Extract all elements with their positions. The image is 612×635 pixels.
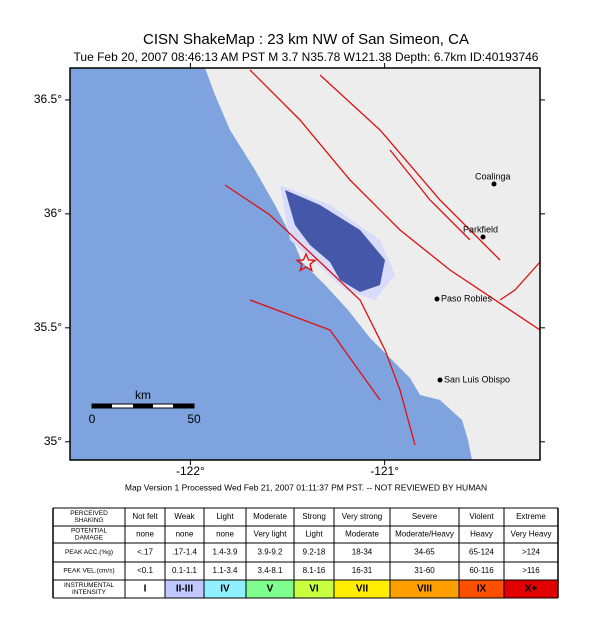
lat-label: 36° <box>44 206 62 220</box>
intensity-label: II-III <box>176 584 193 595</box>
scale-title: km <box>135 388 151 402</box>
intensity-swatch <box>125 580 165 598</box>
note: Map Version 1 Processed Wed Feb 21, 2007… <box>125 482 487 492</box>
cell: none <box>176 530 194 539</box>
row-label: PEAK ACC.(%g) <box>65 549 113 556</box>
cell: Very Heavy <box>511 530 552 539</box>
cell: Moderate <box>345 530 379 539</box>
cell: Very strong <box>342 512 382 521</box>
cell: none <box>216 530 234 539</box>
cell: Weak <box>174 512 195 521</box>
cell: Very light <box>254 530 288 539</box>
city-dot <box>437 377 443 383</box>
cell: 3.4-8.1 <box>258 566 283 575</box>
intensity-label: V <box>267 584 274 595</box>
cell: 60-116 <box>469 566 494 575</box>
city-dot <box>480 234 486 240</box>
intensity-swatch <box>165 580 204 598</box>
epicenter <box>295 252 317 273</box>
lon-label: -121° <box>370 464 399 478</box>
map: km 0 50 <box>69 67 541 461</box>
row-label: POTENTIAL <box>71 528 108 535</box>
intensity-label: VII <box>356 584 368 595</box>
intensity-label: VI <box>309 584 319 595</box>
cell: Moderate <box>253 512 287 521</box>
scale-start: 0 <box>89 412 96 426</box>
cell: 34-65 <box>414 548 435 557</box>
cell: Violent <box>469 512 494 521</box>
city-label: San Luis Obispo <box>444 374 510 384</box>
scale-bar: km 0 50 <box>89 388 201 426</box>
cell: 8.1-16 <box>303 566 326 575</box>
cell: <0.1 <box>137 566 153 575</box>
title: CISN ShakeMap : 23 km NW of San Simeon, … <box>143 31 469 48</box>
intensity-swatch <box>246 580 294 598</box>
cell: <.17 <box>137 548 153 557</box>
cell: Extreme <box>516 512 546 521</box>
scale-seg <box>133 404 153 408</box>
cell: 65-124 <box>469 548 494 557</box>
row-label: INTENSITY <box>72 589 107 596</box>
faults <box>224 69 541 446</box>
cell: 1.1-3.4 <box>213 566 238 575</box>
intensity-swatch <box>504 580 558 598</box>
intensity-label: IX <box>477 584 487 595</box>
intensity-label: VIII <box>417 584 432 595</box>
intensity-label: I <box>144 584 147 595</box>
cell: 9.2-18 <box>303 548 326 557</box>
row-label: SHAKING <box>74 517 103 524</box>
city-label: Paso Robles <box>441 293 493 303</box>
scale-seg <box>173 404 194 408</box>
intensity-swatch <box>204 580 246 598</box>
cell: Light <box>305 530 323 539</box>
intensity-swatch <box>334 580 390 598</box>
cell: Heavy <box>470 530 493 539</box>
row-label: INSTRUMENTAL <box>64 582 114 589</box>
map-frame <box>69 67 541 461</box>
cell: 0.1-1.1 <box>172 566 197 575</box>
cell: 16-31 <box>352 566 373 575</box>
cell: 18-34 <box>352 548 373 557</box>
subtitle: Tue Feb 20, 2007 08:46:13 AM PST M 3.7 N… <box>74 50 539 64</box>
row-label: PERCEIVED <box>70 510 108 517</box>
cell: >116 <box>522 566 540 575</box>
cell: Moderate/Heavy <box>395 530 454 539</box>
ocean <box>70 68 472 460</box>
intensity-label: X+ <box>525 584 538 595</box>
lat-label: 35.5° <box>34 320 62 334</box>
cell: Strong <box>302 512 326 521</box>
cell: Severe <box>412 512 438 521</box>
intensity-swatch <box>390 580 459 598</box>
cell: Not felt <box>132 512 158 521</box>
lat-label: 36.5° <box>34 92 62 106</box>
scale-seg <box>92 404 112 408</box>
intensity-swatch <box>294 580 334 598</box>
scale-end: 50 <box>187 412 201 426</box>
shaking-core <box>285 190 385 292</box>
cell: none <box>136 530 154 539</box>
city-dot <box>434 296 440 302</box>
city-label: Parkfield <box>463 224 498 234</box>
lat-label: 35° <box>44 434 62 448</box>
intensity-label: IV <box>220 584 230 595</box>
intensity-swatch <box>459 580 504 598</box>
cell: 31-60 <box>414 566 435 575</box>
cell: 1.4-3.9 <box>213 548 238 557</box>
city-label: Coalinga <box>475 171 511 181</box>
lon-label: -122° <box>176 464 205 478</box>
cell: >124 <box>522 548 541 557</box>
cell: Light <box>216 512 234 521</box>
city-dot <box>491 181 497 187</box>
row-label: DAMAGE <box>75 535 104 542</box>
cell: .17-1.4 <box>172 548 197 557</box>
cell: 3.9-9.2 <box>258 548 283 557</box>
row-label: PEAK VEL.(cm/s) <box>63 568 114 575</box>
